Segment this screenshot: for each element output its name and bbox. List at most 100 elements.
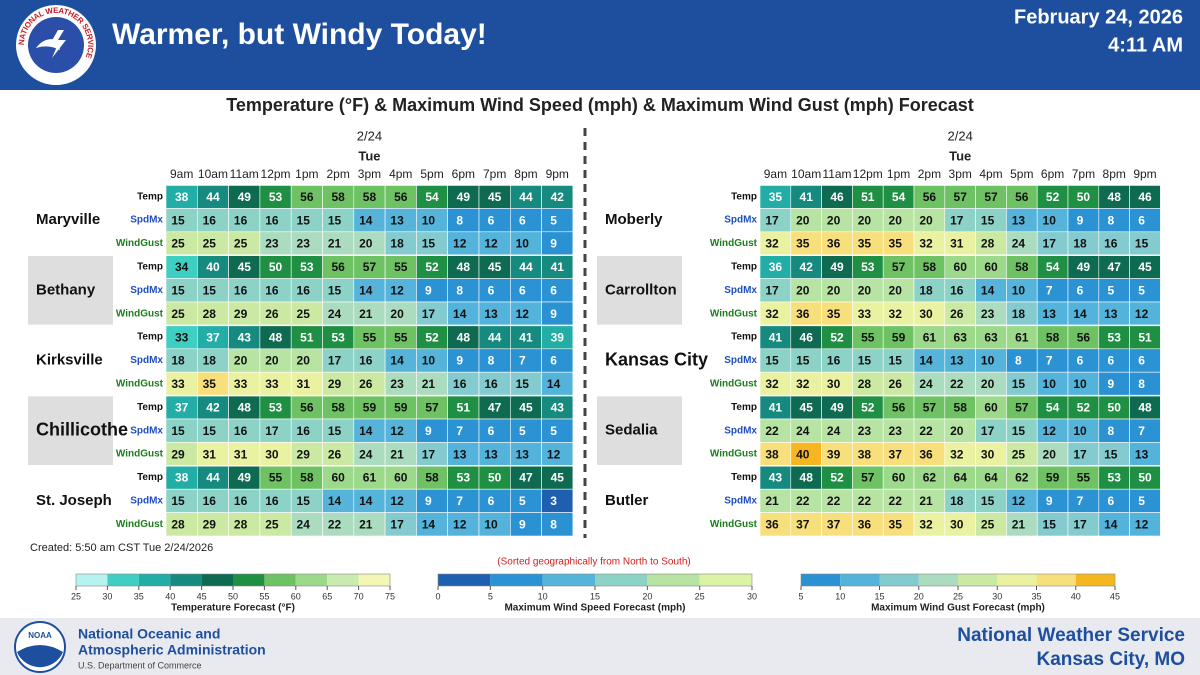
row-label: WindGust <box>710 308 758 319</box>
cell-value: 57 <box>984 190 998 204</box>
legend-title: Temperature Forecast (°F) <box>171 603 295 614</box>
cell-value: 57 <box>363 260 377 274</box>
hour-label: 5pm <box>420 167 443 181</box>
row-label: WindGust <box>710 449 758 460</box>
cell-value: 13 <box>390 213 404 227</box>
cell-value: 49 <box>457 190 471 204</box>
row-label: WindGust <box>116 519 164 530</box>
cell-value: 6 <box>1077 283 1084 297</box>
cell-value: 54 <box>425 190 439 204</box>
legend-tick-label: 20 <box>914 591 924 601</box>
cell-value: 8 <box>550 517 557 531</box>
cell-value: 53 <box>269 190 283 204</box>
cell-value: 15 <box>171 213 185 227</box>
cell-value: 25 <box>1012 447 1026 461</box>
legend-swatch <box>233 574 265 586</box>
hour-label: 12pm <box>261 167 291 181</box>
legend-title: Maximum Wind Speed Forecast (mph) <box>504 603 685 614</box>
hour-label: 9am <box>170 167 193 181</box>
row-label: SpdMx <box>724 285 757 296</box>
cell-value: 7 <box>1077 494 1084 508</box>
cell-value: 23 <box>889 424 903 438</box>
cell-value: 49 <box>830 260 844 274</box>
cell-value: 16 <box>265 213 279 227</box>
cell-value: 12 <box>390 494 404 508</box>
cell-value: 42 <box>800 260 814 274</box>
cell-value: 17 <box>765 283 779 297</box>
cell-value: 20 <box>1043 447 1057 461</box>
cell-value: 45 <box>1138 260 1152 274</box>
cell-value: 15 <box>171 283 185 297</box>
cell-value: 63 <box>984 330 998 344</box>
cell-value: 5 <box>1107 283 1114 297</box>
legend-tick-label: 35 <box>134 591 144 601</box>
cell-value: 53 <box>331 330 345 344</box>
cell-value: 12 <box>547 447 561 461</box>
cell-value: 20 <box>796 213 810 227</box>
cell-value: 15 <box>1135 237 1149 251</box>
cell-value: 55 <box>269 471 283 485</box>
cell-value: 45 <box>488 190 502 204</box>
legend-swatch <box>840 574 880 586</box>
cell-value: 54 <box>1046 260 1060 274</box>
legend-swatch <box>201 574 233 586</box>
cell <box>1036 278 1069 303</box>
cell-value: 14 <box>453 307 467 321</box>
hour-label: 4pm <box>389 167 412 181</box>
nws-logo: NATIONAL WEATHER SERVICE <box>16 5 96 85</box>
cell-value: 9 <box>456 354 463 368</box>
cell-value: 15 <box>1012 424 1026 438</box>
hour-label: 11am <box>230 167 259 181</box>
legend-tick-label: 70 <box>354 591 364 601</box>
location-name: Kirksville <box>36 351 103 368</box>
cell-value: 37 <box>827 517 841 531</box>
footer-nws: National Weather Service <box>957 625 1185 646</box>
cell-value: 38 <box>175 190 189 204</box>
cell-value: 15 <box>889 354 903 368</box>
cell-value: 58 <box>1015 260 1029 274</box>
cell-value: 24 <box>919 377 933 391</box>
location-name: Kansas City <box>605 349 708 369</box>
legend-swatch <box>1036 574 1076 586</box>
cell-value: 50 <box>1108 400 1122 414</box>
cell-value: 17 <box>1073 447 1087 461</box>
cell <box>478 348 511 373</box>
cell-value: 43 <box>769 471 783 485</box>
row-label: WindGust <box>710 519 758 530</box>
cell-value: 25 <box>171 307 185 321</box>
cell-value: 25 <box>234 237 248 251</box>
cell-value: 59 <box>394 400 408 414</box>
cell-value: 17 <box>390 517 404 531</box>
cell-value: 56 <box>1015 190 1029 204</box>
noaa-logo: NOAA <box>14 621 66 673</box>
cell-value: 52 <box>830 471 844 485</box>
legend-tick-label: 75 <box>385 591 395 601</box>
cell-value: 10 <box>1043 377 1057 391</box>
cell-value: 25 <box>171 237 185 251</box>
legend-tick-label: 40 <box>165 591 175 601</box>
cell-value: 15 <box>328 283 342 297</box>
cell-value: 6 <box>1107 354 1114 368</box>
cell-value: 46 <box>800 330 814 344</box>
cell <box>1036 348 1069 373</box>
legend-tick-label: 40 <box>1071 591 1081 601</box>
cell-value: 38 <box>175 471 189 485</box>
cell <box>447 208 480 233</box>
cell-value: 47 <box>488 400 502 414</box>
cell-value: 26 <box>889 377 903 391</box>
cell-value: 14 <box>1073 307 1087 321</box>
row-label: Temp <box>137 262 163 273</box>
cell-value: 10 <box>422 213 436 227</box>
cell-value: 22 <box>889 494 903 508</box>
cell-value: 24 <box>827 424 841 438</box>
cell-value: 21 <box>328 237 342 251</box>
row-label: WindGust <box>710 238 758 249</box>
noaa-logo-text: NOAA <box>28 631 52 640</box>
cell-value: 23 <box>297 237 311 251</box>
cell-value: 7 <box>456 424 463 438</box>
cell-value: 28 <box>203 307 217 321</box>
cell-value: 9 <box>1077 213 1084 227</box>
cell-value: 23 <box>858 424 872 438</box>
row-label: Temp <box>731 332 757 343</box>
row-label: SpdMx <box>130 355 163 366</box>
